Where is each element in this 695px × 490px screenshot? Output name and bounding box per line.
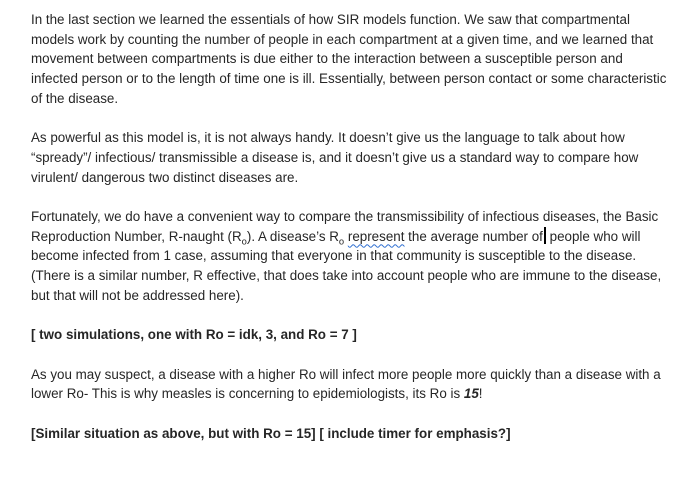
paragraph-basic-reproduction-number[interactable]: Fortunately, we do have a convenient way… (31, 207, 671, 306)
paragraph-text: In the last section we learned the essen… (31, 12, 667, 106)
subscript-o: o (241, 235, 247, 246)
paragraph-text-part: As you may suspect, a disease with a hig… (31, 366, 661, 402)
paragraph-model-limits[interactable]: As powerful as this model is, it is not … (31, 128, 671, 187)
paragraph-text: As powerful as this model is, it is not … (31, 130, 639, 185)
paragraph-text: [Similar situation as above, but with Ro… (31, 425, 511, 441)
paragraph-text-part: Fortunately, we do have a convenient way… (31, 209, 659, 244)
grammar-flagged-word[interactable]: represent (347, 228, 405, 244)
paragraph-timer-note[interactable]: [Similar situation as above, but with Ro… (31, 424, 671, 444)
paragraph-measles[interactable]: As you may suspect, a disease with a hig… (31, 365, 671, 404)
paragraph-sir-intro[interactable]: In the last section we learned the essen… (31, 10, 671, 109)
paragraph-text-part: the average number of (404, 228, 543, 244)
paragraph-text-part: ! (478, 386, 483, 402)
paragraph-text: [ two simulations, one with Ro = idk, 3,… (31, 327, 357, 343)
emphasized-number: 15 (463, 386, 479, 402)
subscript-o: o (338, 235, 345, 246)
paragraph-simulation-note[interactable]: [ two simulations, one with Ro = idk, 3,… (31, 325, 671, 345)
text-cursor (543, 226, 546, 244)
paragraph-text-part: people who will become infected from 1 c… (31, 228, 662, 303)
document-body[interactable]: In the last section we learned the essen… (31, 10, 671, 463)
paragraph-text-part: ). A disease’s R (246, 228, 339, 244)
